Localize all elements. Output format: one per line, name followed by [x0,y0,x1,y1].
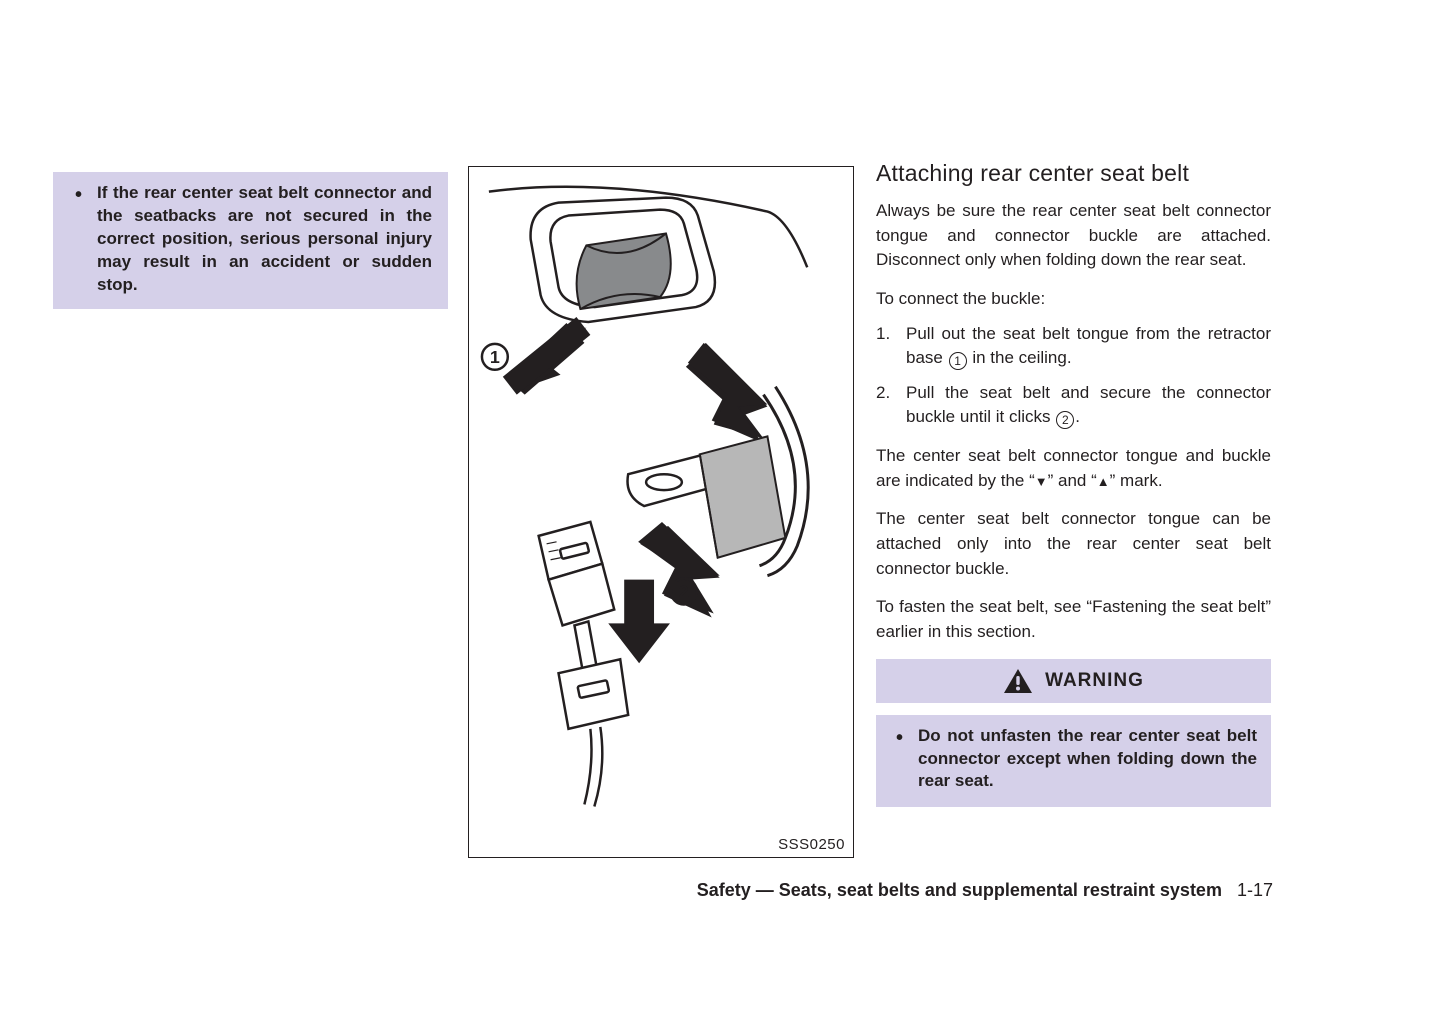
step-1-number: 1. [876,322,890,347]
mark-paragraph: The center seat belt connector tongue an… [876,444,1271,493]
section-heading: Attaching rear center seat belt [876,160,1271,187]
page-footer: Safety — Seats, seat belts and supplemen… [697,880,1273,901]
crossref-paragraph: To fasten the seat belt, see “Fastening … [876,595,1271,644]
circled-2-inline: 2 [1056,411,1074,429]
step-2-text-a: Pull the seat belt and secure the connec… [906,383,1271,427]
seatbelt-diagram-svg: 1 [469,167,853,857]
circled-1-inline: 1 [949,352,967,370]
compat-paragraph: The center seat belt connector tongue ca… [876,507,1271,581]
footer-section-title: Safety — Seats, seat belts and supplemen… [697,880,1222,900]
step-2: 2. Pull the seat belt and secure the con… [876,381,1271,430]
steps-list: 1. Pull out the seat belt tongue from th… [876,322,1271,431]
figure-callout-1: 1 [482,344,508,370]
right-warning-callout: Do not unfasten the rear center seat bel… [876,715,1271,808]
triangle-down-icon: ▼ [1035,474,1048,489]
intro-paragraph: Always be sure the rear center seat belt… [876,199,1271,273]
manual-page: If the rear center seat belt connector a… [0,0,1445,1026]
step-2-text-b: . [1075,407,1080,426]
left-warning-text: If the rear center seat belt connector a… [69,182,432,297]
right-warning-text: Do not unfasten the rear center seat bel… [890,725,1257,794]
warning-label: WARNING [1045,670,1144,692]
left-warning-callout: If the rear center seat belt connector a… [53,172,448,309]
instruction-column: Attaching rear center seat belt Always b… [876,160,1271,807]
footer-page-number: 1-17 [1237,880,1273,900]
step-1: 1. Pull out the seat belt tongue from th… [876,322,1271,371]
step-2-number: 2. [876,381,890,406]
svg-text:1: 1 [490,347,500,367]
lead-line: To connect the buckle: [876,287,1271,312]
triangle-up-icon: ▲ [1097,474,1110,489]
warning-banner: WARNING [876,659,1271,703]
warning-triangle-icon [1003,668,1033,694]
figure-reference-label: SSS0250 [778,836,845,853]
svg-text:2: 2 [679,582,689,602]
step-1-text-b: in the ceiling. [968,348,1072,367]
seatbelt-figure: 1 [468,166,854,858]
